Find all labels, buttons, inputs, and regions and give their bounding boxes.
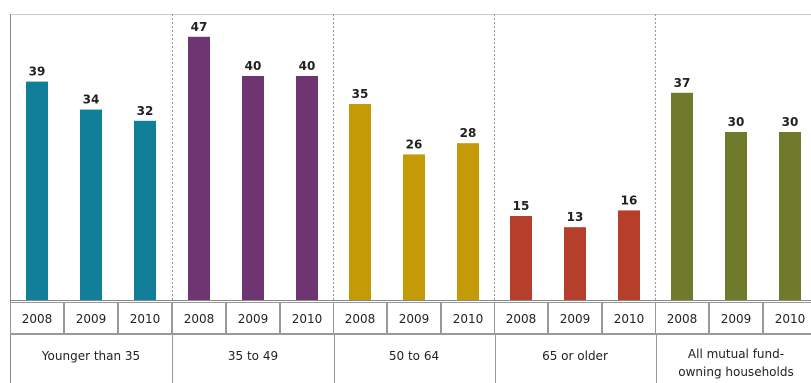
bar	[134, 120, 156, 300]
tick-label: 2009	[76, 312, 107, 326]
data-label: 26	[406, 137, 423, 151]
bar	[779, 132, 801, 300]
data-label: 37	[674, 76, 691, 90]
tick-label: 2010	[292, 312, 323, 326]
bar	[671, 92, 693, 300]
data-label: 40	[299, 59, 316, 73]
group-label: 35 to 49	[228, 349, 278, 363]
group-label: 65 or older	[542, 349, 608, 363]
bar	[188, 36, 210, 301]
year-cell	[10, 302, 64, 334]
data-label: 40	[245, 59, 262, 73]
year-cell	[226, 302, 280, 334]
data-label: 28	[460, 126, 477, 140]
year-cell	[172, 302, 226, 334]
year-cell	[280, 302, 334, 334]
tick-label: 2009	[399, 312, 430, 326]
bar	[80, 109, 102, 300]
data-label: 34	[83, 93, 100, 107]
year-cell	[709, 302, 763, 334]
year-cell	[64, 302, 118, 334]
year-cell	[441, 302, 495, 334]
bar	[296, 76, 318, 300]
group-label: owning households	[678, 365, 793, 379]
tick-label: 2008	[506, 312, 537, 326]
year-cell	[118, 302, 172, 334]
year-cell	[387, 302, 441, 334]
bar	[564, 227, 586, 300]
data-label: 32	[137, 104, 154, 118]
tick-label: 2008	[184, 312, 215, 326]
year-cell	[763, 302, 811, 334]
year-cell	[655, 302, 709, 334]
bar	[349, 104, 371, 300]
data-label: 13	[567, 210, 584, 224]
tick-label: 2009	[560, 312, 591, 326]
bar	[510, 216, 532, 300]
data-label: 39	[29, 65, 46, 79]
bar	[26, 81, 48, 300]
data-label: 30	[782, 115, 799, 129]
tick-label: 2010	[130, 312, 161, 326]
data-label: 35	[352, 87, 369, 101]
group-label: 50 to 64	[389, 349, 439, 363]
data-label: 16	[621, 193, 638, 207]
group-label: Younger than 35	[41, 349, 140, 363]
year-cell	[494, 302, 548, 334]
tick-label: 2008	[345, 312, 376, 326]
year-cell	[548, 302, 602, 334]
bar	[242, 76, 264, 300]
bar	[403, 154, 425, 300]
group-label: All mutual fund-	[688, 347, 784, 361]
tick-label: 2010	[453, 312, 484, 326]
data-label: 30	[728, 115, 745, 129]
tick-label: 2008	[667, 312, 698, 326]
tick-label: 2010	[614, 312, 645, 326]
bar	[618, 210, 640, 300]
data-label: 15	[513, 199, 530, 213]
tick-label: 2009	[238, 312, 269, 326]
data-label: 47	[191, 20, 208, 34]
bar	[457, 143, 479, 300]
year-cell	[333, 302, 387, 334]
tick-label: 2008	[22, 312, 53, 326]
bar	[725, 132, 747, 300]
tick-label: 2010	[775, 312, 806, 326]
tick-label: 2009	[721, 312, 752, 326]
